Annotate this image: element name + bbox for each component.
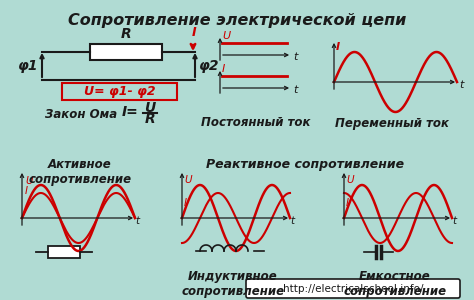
Text: I: I — [222, 64, 225, 74]
Text: Сопротивление электрической цепи: Сопротивление электрической цепи — [68, 13, 406, 28]
Text: t: t — [293, 52, 297, 62]
Text: U: U — [346, 175, 354, 185]
Text: Реактивное сопротивление: Реактивное сопротивление — [206, 158, 404, 171]
Text: Индуктивное
сопротивление: Индуктивное сопротивление — [182, 270, 284, 298]
Text: t: t — [459, 80, 464, 90]
Text: I=: I= — [121, 105, 138, 119]
Text: Активное
сопротивление: Активное сопротивление — [28, 158, 132, 186]
Text: I: I — [25, 186, 28, 196]
Text: R: R — [145, 112, 155, 126]
Text: U= φ1- φ2: U= φ1- φ2 — [84, 85, 155, 98]
Bar — [90, 44, 162, 60]
Text: U: U — [145, 101, 155, 115]
Text: I: I — [346, 198, 349, 208]
Text: t: t — [135, 216, 139, 226]
Text: Закон Ома: Закон Ома — [45, 109, 117, 122]
Text: R: R — [121, 27, 131, 41]
Bar — [62, 83, 177, 100]
Text: U: U — [222, 31, 230, 41]
Text: U: U — [25, 176, 33, 186]
Bar — [48, 246, 80, 258]
Text: t: t — [452, 216, 456, 226]
Text: t: t — [293, 85, 297, 95]
Text: Емкостное
сопротивление: Емкостное сопротивление — [344, 270, 447, 298]
FancyBboxPatch shape — [246, 279, 460, 298]
Text: t: t — [290, 216, 294, 226]
Text: I: I — [191, 26, 196, 39]
Text: U: U — [184, 175, 191, 185]
Text: Постоянный ток: Постоянный ток — [201, 116, 311, 130]
Text: Переменный ток: Переменный ток — [336, 116, 449, 130]
Text: φ2: φ2 — [199, 59, 219, 73]
Text: I: I — [184, 198, 187, 208]
Text: I: I — [336, 42, 340, 52]
Text: http://electricalschool.info/: http://electricalschool.info/ — [283, 284, 423, 293]
Text: φ1: φ1 — [18, 59, 38, 73]
